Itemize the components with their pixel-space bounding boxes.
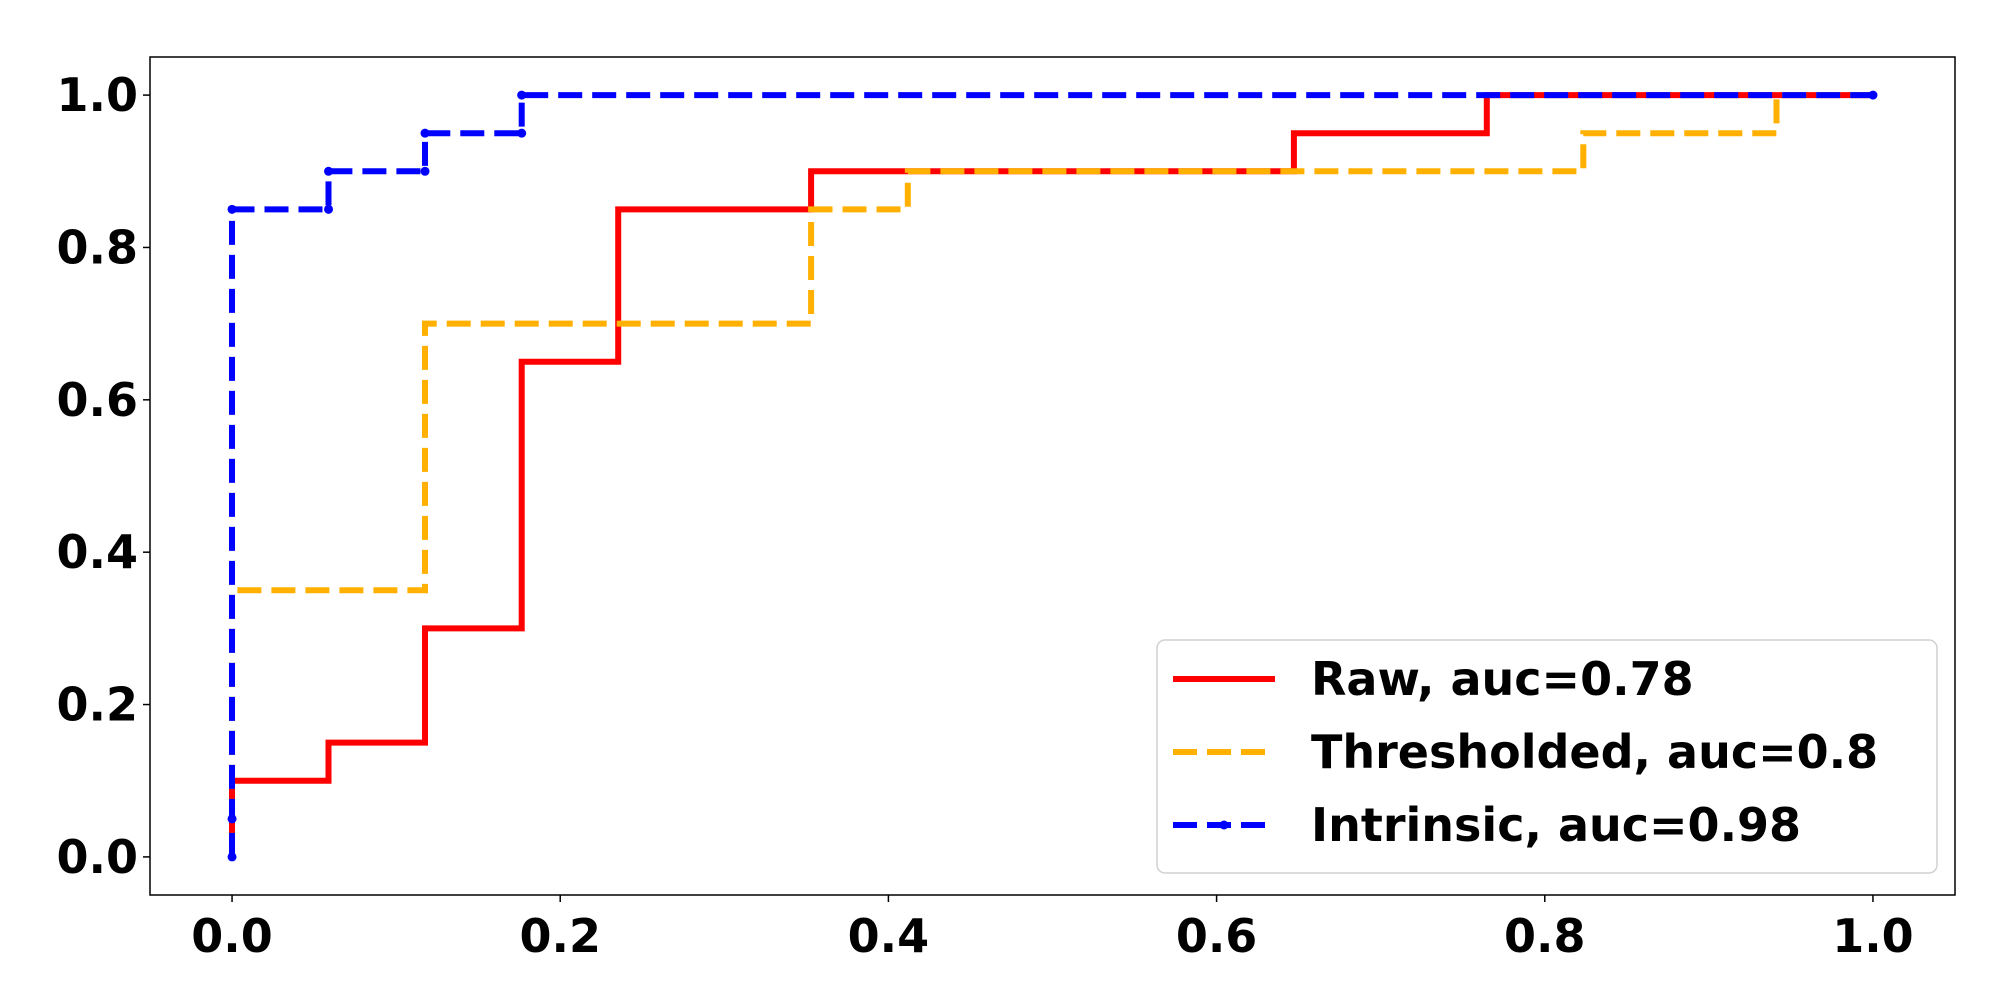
plot-frame [149,56,1956,896]
series-point [227,204,237,214]
legend-box [1156,639,1938,874]
y-tick-label: 0.6 [57,373,139,427]
legend-label: Raw, auc=0.78 [1311,652,1694,706]
series-point [517,128,527,138]
series-point [1868,90,1878,100]
y-tick-label: 0.2 [57,678,139,732]
series-point [324,204,334,214]
series-point [227,814,237,824]
series-point [324,166,334,176]
y-tick-label: 0.8 [57,220,139,274]
series-point [517,90,527,100]
y-tick-label: 1.0 [57,68,139,122]
y-axis: 0.0 0.2 0.4 0.6 0.8 1.0 [57,68,150,884]
y-tick-label: 0.4 [57,525,139,579]
x-tick-label: 0.8 [1504,909,1586,963]
series-line-2 [229,92,1873,857]
series-layer [227,90,1878,862]
legend-label: Thresholded, auc=0.8 [1311,725,1878,779]
x-tick-label: 0.4 [848,909,930,963]
x-tick-label: 0.2 [519,909,601,963]
series-line-1 [229,92,1873,857]
x-tick-label: 1.0 [1832,909,1914,963]
y-tick-label: 0.0 [57,830,139,884]
series-point [420,128,430,138]
series-line-0 [229,92,1873,857]
series-point [420,166,430,176]
legend-label: Intrinsic, auc=0.98 [1311,798,1801,852]
x-tick-label: 0.6 [1176,909,1258,963]
legend-marker [1219,820,1229,830]
x-tick-label: 0.0 [191,909,273,963]
legend: Raw, auc=0.78 Thresholded, auc=0.8 Intrins… [1156,639,1938,874]
x-axis: 0.0 0.2 0.4 0.6 0.8 1.0 [191,895,1914,963]
series-point [227,852,237,862]
